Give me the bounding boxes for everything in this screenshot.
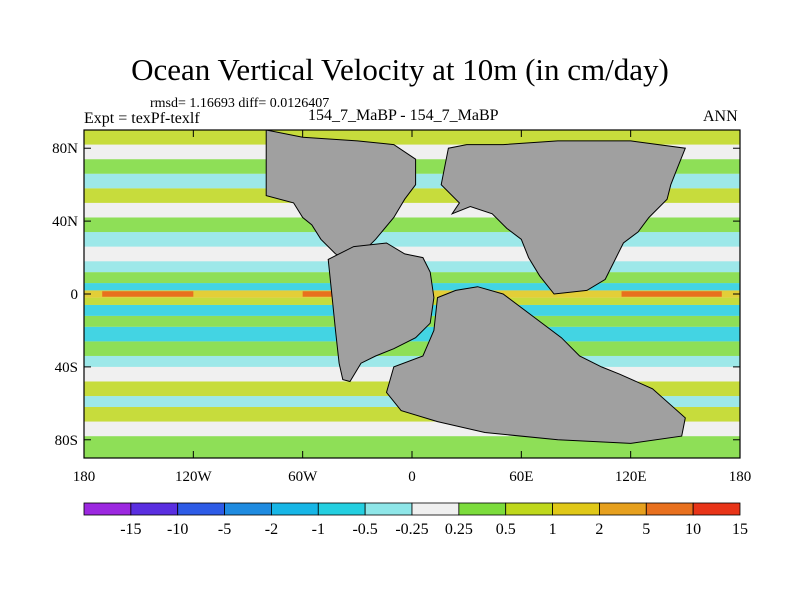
colorbar-swatch bbox=[271, 502, 319, 516]
colorbar-swatch bbox=[505, 502, 553, 516]
lat-label: 80S bbox=[55, 433, 78, 449]
colorbar-label: -2 bbox=[265, 521, 278, 538]
colorbar-swatch bbox=[692, 502, 741, 516]
lon-label: 180 bbox=[73, 469, 96, 485]
colorbar-swatch bbox=[552, 502, 600, 516]
chart-title: Ocean Vertical Velocity at 10m (in cm/da… bbox=[131, 52, 669, 87]
equatorial-streak bbox=[621, 291, 722, 297]
colorbar-swatch bbox=[411, 502, 460, 516]
case-names: 154_7_MaBP - 154_7_MaBP bbox=[308, 107, 499, 124]
colorbar-label: 2 bbox=[595, 521, 603, 538]
latitude-axis: 80N 40N 0 40S 80S bbox=[52, 141, 740, 449]
rmsd-diff-stats: rmsd= 1.16693 diff= 0.0126407 bbox=[150, 96, 330, 111]
lat-label: 0 bbox=[71, 287, 79, 303]
colorbar-swatch bbox=[177, 502, 225, 516]
field-band bbox=[84, 341, 740, 356]
colorbar-label: 0.5 bbox=[496, 521, 516, 538]
colorbar-swatch bbox=[458, 502, 507, 516]
lat-label: 40S bbox=[55, 360, 78, 376]
colorbar-label: -0.5 bbox=[352, 521, 377, 538]
experiment-label: Expt = texPf-texlf bbox=[84, 110, 200, 127]
colorbar-label: 10 bbox=[685, 521, 701, 538]
colorbar: -15 -10 -5 -2 -1 -0.5 -0.25 0.25 0.5 1 2 5 10 15 bbox=[83, 502, 748, 538]
colorbar-swatch bbox=[645, 502, 694, 516]
continent-2 bbox=[327, 242, 435, 383]
lon-label: 120W bbox=[175, 469, 213, 485]
colorbar-swatch bbox=[599, 502, 647, 516]
colorbar-label: 0.25 bbox=[445, 521, 473, 538]
colorbar-swatch bbox=[83, 502, 132, 516]
colorbar-label: -1 bbox=[312, 521, 325, 538]
season-label: ANN bbox=[703, 108, 738, 125]
continent-3 bbox=[440, 140, 687, 295]
colorbar-label: -10 bbox=[167, 521, 188, 538]
longitude-axis: 180 120W 60W 0 60E 120E 180 bbox=[73, 130, 752, 485]
lat-label: 40N bbox=[52, 214, 78, 230]
lon-label: 0 bbox=[408, 469, 416, 485]
lon-label: 60E bbox=[509, 469, 533, 485]
field-band bbox=[84, 436, 740, 458]
field-band bbox=[84, 232, 740, 247]
colorbar-swatch bbox=[317, 502, 366, 516]
lon-label: 120E bbox=[615, 469, 647, 485]
colorbar-label: -0.25 bbox=[395, 521, 428, 538]
land-mask bbox=[265, 130, 687, 444]
lon-label: 60W bbox=[288, 469, 318, 485]
equatorial-streak bbox=[102, 291, 194, 297]
colorbar-label: 1 bbox=[549, 521, 557, 538]
lon-label: 180 bbox=[729, 469, 752, 485]
continent-4 bbox=[385, 286, 686, 444]
colorbar-label: 5 bbox=[642, 521, 650, 538]
colorbar-label: -5 bbox=[218, 521, 231, 538]
colorbar-label: 15 bbox=[732, 521, 748, 538]
colorbar-swatch bbox=[130, 502, 179, 516]
colorbar-label: -15 bbox=[120, 521, 141, 538]
lat-label: 80N bbox=[52, 141, 78, 157]
colorbar-swatch bbox=[364, 502, 413, 516]
colorbar-swatch bbox=[224, 502, 272, 516]
